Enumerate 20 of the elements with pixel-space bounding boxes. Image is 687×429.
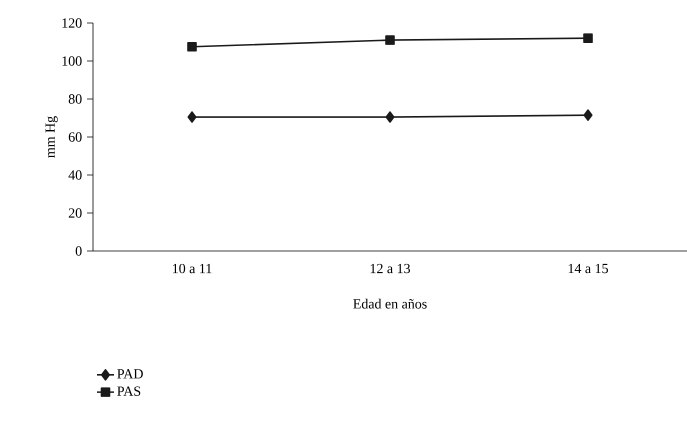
y-tick-label: 40 [68, 170, 82, 180]
legend-label: PAD [117, 369, 143, 378]
point [385, 111, 395, 123]
y-axis-title: mm Hg [46, 116, 58, 158]
y-tick-label: 0 [76, 246, 82, 256]
x-tick-label: 10 a 11 [172, 264, 212, 274]
point [385, 35, 395, 45]
point [187, 111, 197, 123]
point [187, 42, 197, 52]
point [583, 109, 593, 121]
y-tick-label: 60 [68, 132, 82, 142]
point [583, 33, 593, 43]
x-tick-label: 12 a 13 [370, 264, 410, 274]
y-tick-label: 120 [62, 18, 82, 28]
y-tick-label: 20 [68, 208, 82, 218]
x-tick-label: 14 a 15 [568, 264, 608, 274]
x-axis-title: Edad en años [353, 298, 427, 309]
y-tick-label: 100 [62, 56, 82, 66]
legend-label: PAS [117, 386, 140, 396]
y-tick-label: 80 [68, 94, 82, 104]
